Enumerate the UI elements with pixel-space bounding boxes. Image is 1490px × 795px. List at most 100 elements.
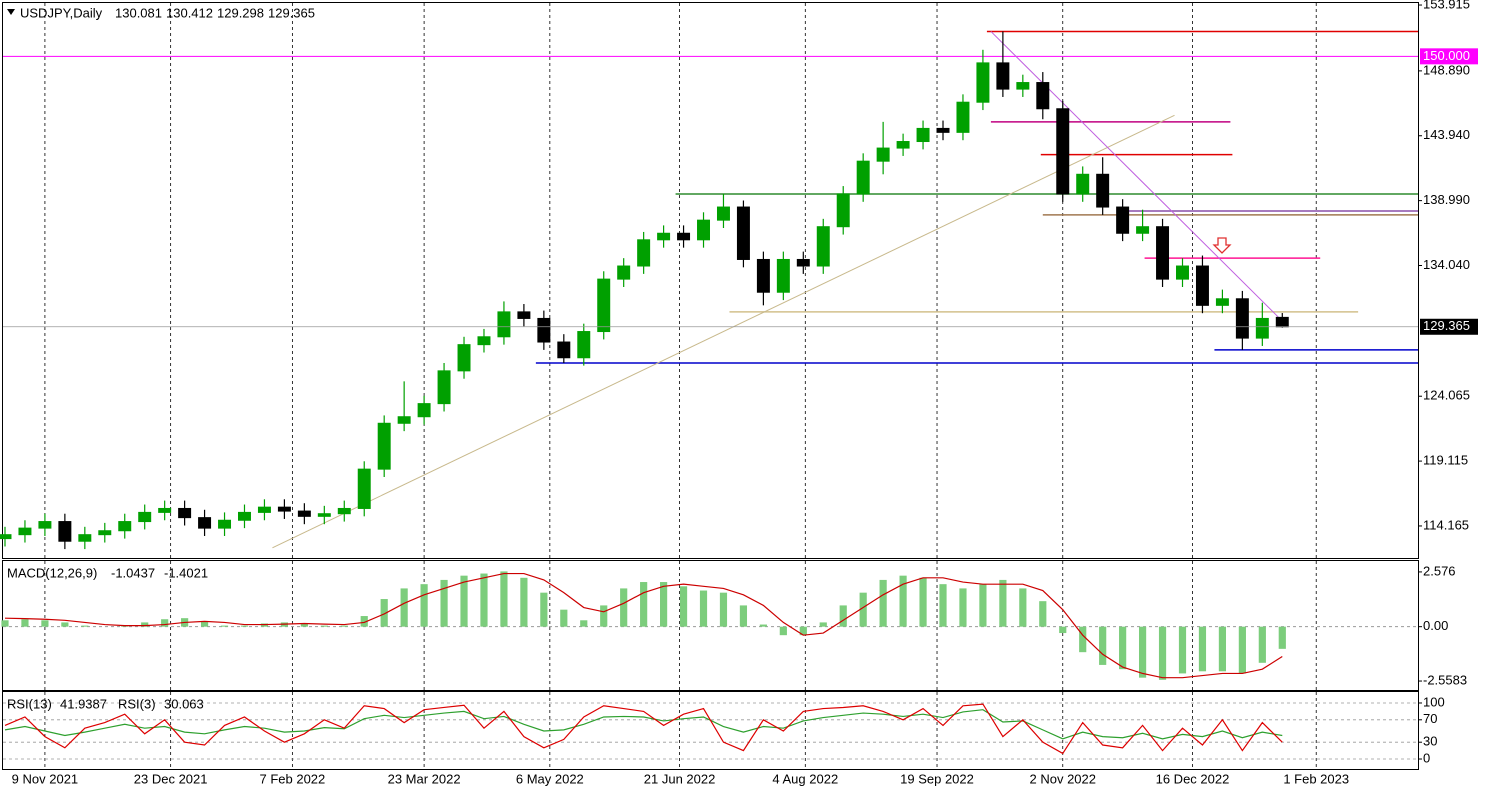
candle-body (537, 317, 551, 343)
candle-body (697, 219, 711, 241)
candle-body (477, 336, 491, 346)
macd-bar (739, 605, 748, 627)
candle-body (936, 127, 950, 133)
macd-bar (1039, 601, 1047, 627)
macd-signal-value: -1.4021 (164, 565, 208, 580)
candle-body (637, 239, 651, 267)
candle-body (876, 147, 890, 162)
candle-body (18, 527, 32, 536)
candle-body (1076, 173, 1090, 195)
macd-bar (360, 616, 368, 627)
candle-body (297, 510, 311, 517)
candle-body (158, 507, 172, 513)
macd-bar (679, 586, 688, 627)
macd-bar (41, 620, 49, 627)
candle-body (397, 416, 411, 424)
candle-body (0, 534, 12, 540)
x-tick-label: 19 Sep 2022 (900, 771, 974, 786)
candle-body (836, 193, 850, 228)
macd-bar (1079, 626, 1087, 653)
candle-body (38, 521, 52, 529)
candle-body (916, 127, 930, 143)
macd-bar (899, 575, 907, 627)
low-value: 129.298 (217, 5, 264, 20)
rsi13-name: RSI(13) (7, 696, 52, 711)
macd-bar (540, 592, 548, 627)
macd-bar (61, 622, 69, 627)
macd-bar (141, 622, 149, 627)
macd-hist-value: -1.0437 (111, 565, 155, 580)
y-tick-label: 70 (1423, 711, 1437, 726)
macd-bar (819, 622, 827, 627)
candle-body (557, 341, 571, 359)
macd-bar (620, 588, 628, 627)
macd-bar (1019, 588, 1027, 627)
y-tick-label: 124.065 (1423, 388, 1470, 403)
x-tick-label: 1 Feb 2023 (1283, 771, 1349, 786)
candle-body (437, 370, 451, 405)
trend-line (272, 114, 1175, 549)
y-tick-label: 0 (1423, 750, 1430, 765)
plot-layer (0, 3, 1422, 770)
macd-bar (580, 620, 588, 627)
candle-body (457, 344, 471, 372)
macd-bar (1059, 626, 1067, 634)
macd-bar (979, 584, 987, 627)
macd-bar (380, 599, 388, 627)
macd-bar (699, 590, 708, 627)
candle-body (896, 141, 910, 149)
macd-bar (1218, 626, 1227, 672)
macd-bar (520, 577, 528, 627)
x-tick-label: 4 Aug 2022 (772, 771, 838, 786)
symbol-title: USDJPY,Daily (20, 5, 103, 20)
rsi-line (4, 703, 1283, 755)
trend-line (990, 31, 1283, 322)
candle-body (1235, 298, 1249, 339)
rsi3-name: RSI(3) (118, 696, 156, 711)
macd-bar (340, 625, 348, 627)
y-tick-label: 114.165 (1423, 517, 1469, 532)
macd-bar (939, 584, 947, 627)
macd-bar (161, 619, 169, 627)
macd-bar (879, 579, 887, 627)
header-labels: USDJPY,Daily 130.081 130.412 129.298 129… (7, 0, 1478, 786)
macd-bar (600, 605, 608, 627)
candle-body (357, 468, 371, 509)
y-tick-label: -2.5583 (1423, 672, 1467, 687)
last-price-bg (1420, 318, 1478, 335)
x-tick-label: 2 Nov 2022 (1030, 771, 1097, 786)
macd-bar (320, 625, 328, 627)
x-tick-label: 6 May 2022 (516, 771, 584, 786)
macd-bar (1198, 626, 1207, 672)
arrow-annotation (1212, 237, 1232, 254)
macd-bar (21, 619, 29, 627)
close-value: 129.365 (268, 5, 315, 20)
macd-signal-line (4, 572, 1283, 679)
candle-body (597, 278, 611, 333)
macd-bar (1138, 626, 1147, 678)
macd-bar (81, 625, 89, 627)
candle-body (497, 311, 511, 338)
candle-body (238, 511, 251, 521)
open-value: 130.081 (115, 5, 162, 20)
macd-bar (240, 625, 249, 627)
candle-body (1275, 316, 1289, 328)
macd-bar (859, 592, 867, 627)
macd-bar (1, 620, 9, 627)
y-tick-label: 138.990 (1423, 192, 1470, 207)
candle-body (517, 311, 531, 319)
candle-body (58, 521, 72, 542)
candle-body (996, 62, 1010, 90)
candle-body (138, 511, 152, 523)
candle-body (1056, 108, 1070, 195)
y-tick-label: 30 (1423, 734, 1437, 749)
rsi-frame (2, 691, 1419, 770)
candle-body (1116, 206, 1130, 234)
candle-body (677, 232, 691, 241)
x-tick-label: 21 Jun 2022 (644, 771, 716, 786)
y-tick-label: 148.890 (1423, 62, 1470, 77)
macd-bar (200, 621, 209, 627)
candle-body (198, 517, 212, 529)
macd-bar (400, 588, 408, 627)
